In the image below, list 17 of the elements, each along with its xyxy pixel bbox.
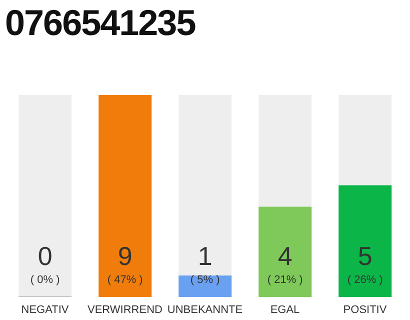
chart-title: 0766541235 [5, 2, 196, 44]
data-label: ( 26% ) [347, 274, 383, 286]
annotation: 0 [38, 241, 52, 271]
x-tick-label: POSITIV [343, 304, 388, 316]
data-label: ( 0% ) [30, 274, 60, 286]
annotation: 1 [198, 241, 212, 271]
x-tick-label: VERWIRREND [88, 304, 163, 316]
data-label: ( 21% ) [267, 274, 303, 286]
annotation: 5 [358, 241, 372, 271]
x-tick-label: UNBEKANNTE [167, 304, 243, 316]
data-label: ( 5% ) [190, 274, 220, 286]
annotation: 9 [118, 241, 132, 271]
x-tick-label: EGAL [270, 304, 300, 316]
bar [178, 276, 232, 297]
data-label: ( 47% ) [107, 274, 143, 286]
annotation: 4 [278, 241, 292, 271]
x-tick-label: NEGATIV [21, 304, 70, 316]
